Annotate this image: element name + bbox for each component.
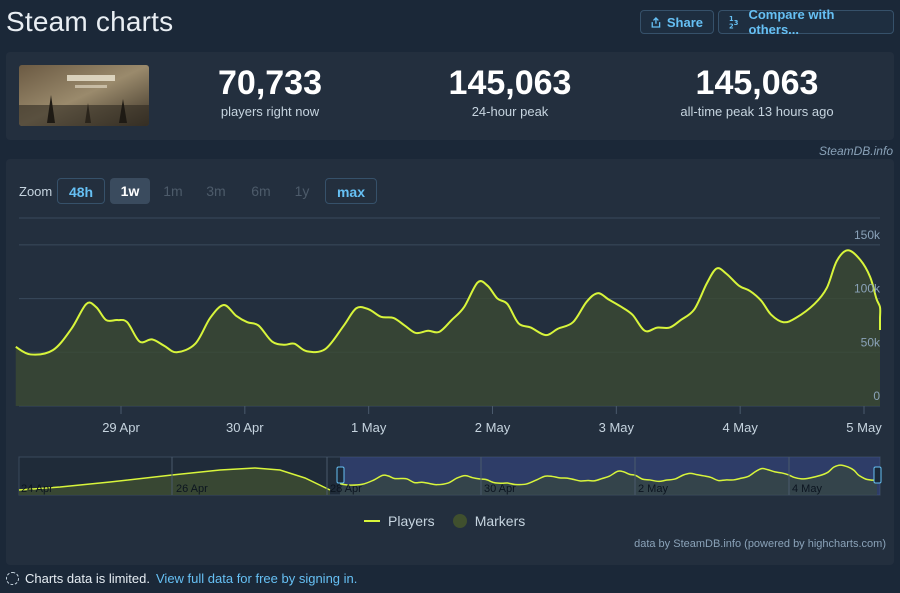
x-tick-label: 2 May — [475, 420, 511, 435]
svg-text:2: 2 — [729, 23, 734, 29]
navigator-label: 4 May — [792, 483, 822, 495]
stat-all-time-peak-label: all-time peak 13 hours ago — [680, 104, 834, 119]
chart-series-area — [15, 249, 882, 406]
x-tick-label: 3 May — [599, 420, 635, 435]
zoom-label: Zoom — [19, 184, 53, 199]
zoom-6m-button[interactable]: 6m — [251, 183, 271, 199]
zoom-1y-button[interactable]: 1y — [294, 183, 310, 199]
navigator-label: 24 Apr — [21, 483, 53, 495]
zoom-3m-button[interactable]: 3m — [206, 183, 226, 199]
legend-players-label[interactable]: Players — [388, 513, 435, 529]
x-tick-label: 1 May — [351, 420, 387, 435]
navigator[interactable]: 24 Apr 26 Apr 28 Apr 30 Apr 2 May 4 May — [18, 456, 882, 496]
x-axis: 29 Apr 30 Apr 1 May 2 May 3 May 4 May 5 May — [102, 406, 882, 435]
y-tick-label: 150k — [854, 228, 881, 242]
markers-legend-symbol — [452, 514, 467, 528]
navigator-label: 30 Apr — [484, 483, 516, 495]
footer-notice: Charts data is limited. View full data f… — [6, 571, 357, 586]
zoom-1w-button[interactable]: 1w — [110, 178, 150, 204]
zoom-48h-button[interactable]: 48h — [57, 178, 105, 204]
navigator-right-handle[interactable] — [873, 466, 882, 484]
share-label: Share — [666, 14, 703, 30]
x-tick-label: 4 May — [722, 420, 758, 435]
game-thumbnail[interactable] — [19, 65, 149, 126]
navigator-label: 28 Apr — [330, 483, 362, 495]
page-title: Steam charts — [6, 6, 174, 37]
stat-all-time-peak: 145,063 all-time peak 13 hours ago — [654, 62, 860, 120]
y-tick-label: 0 — [873, 389, 880, 403]
steamdb-credit[interactable]: SteamDB.info — [818, 144, 893, 158]
players-area — [15, 250, 881, 406]
x-tick-label: 29 Apr — [102, 420, 140, 435]
stat-current: 70,733 players right now — [190, 62, 350, 120]
navigator-left-handle[interactable] — [336, 466, 345, 484]
compare-label: Compare with others... — [748, 7, 835, 37]
compare-icon: 1 3 2 — [729, 15, 739, 29]
stat-current-label: players right now — [220, 104, 320, 119]
share-icon — [651, 16, 661, 28]
y-axis: 0 50k 100k 150k — [854, 228, 881, 403]
navigator-line — [339, 464, 878, 486]
footer-text: Charts data is limited. — [25, 571, 150, 586]
y-tick-label: 50k — [861, 335, 881, 349]
compare-button[interactable]: 1 3 2 Compare with others... — [718, 7, 894, 37]
players-legend-symbol — [364, 520, 380, 522]
stat-current-value: 70,733 — [218, 64, 322, 102]
stat-24h-peak-value: 145,063 — [448, 64, 572, 102]
legend-markers-label[interactable]: Markers — [474, 513, 526, 529]
chart-legend[interactable]: Players Markers — [364, 513, 525, 529]
sign-in-link[interactable]: View full data for free by signing in. — [156, 571, 358, 586]
stat-all-time-peak-value: 145,063 — [695, 64, 819, 102]
svg-text:1: 1 — [729, 15, 734, 23]
zoom-1m-button[interactable]: 1m — [163, 183, 183, 199]
x-tick-label: 30 Apr — [226, 420, 264, 435]
limited-data-icon — [6, 572, 19, 585]
stats-card: 70,733 players right now 145,063 24-hour… — [6, 52, 894, 140]
share-button[interactable]: Share — [640, 10, 714, 34]
navigator-label: 26 Apr — [176, 483, 208, 495]
svg-text:3: 3 — [734, 19, 739, 27]
x-tick-label: 5 May — [846, 420, 882, 435]
players-line[interactable] — [15, 249, 882, 356]
navigator-early-area — [19, 468, 330, 495]
highcharts-credit[interactable]: data by SteamDB.info (powered by highcha… — [634, 538, 886, 550]
zoom-max-button[interactable]: max — [325, 178, 377, 204]
navigator-area — [340, 465, 878, 495]
stat-24h-peak-label: 24-hour peak — [471, 104, 549, 119]
navigator-early-line — [18, 467, 331, 491]
navigator-label: 2 May — [638, 483, 668, 495]
y-tick-label: 100k — [854, 282, 881, 296]
stat-24h-peak: 145,063 24-hour peak — [430, 62, 590, 120]
